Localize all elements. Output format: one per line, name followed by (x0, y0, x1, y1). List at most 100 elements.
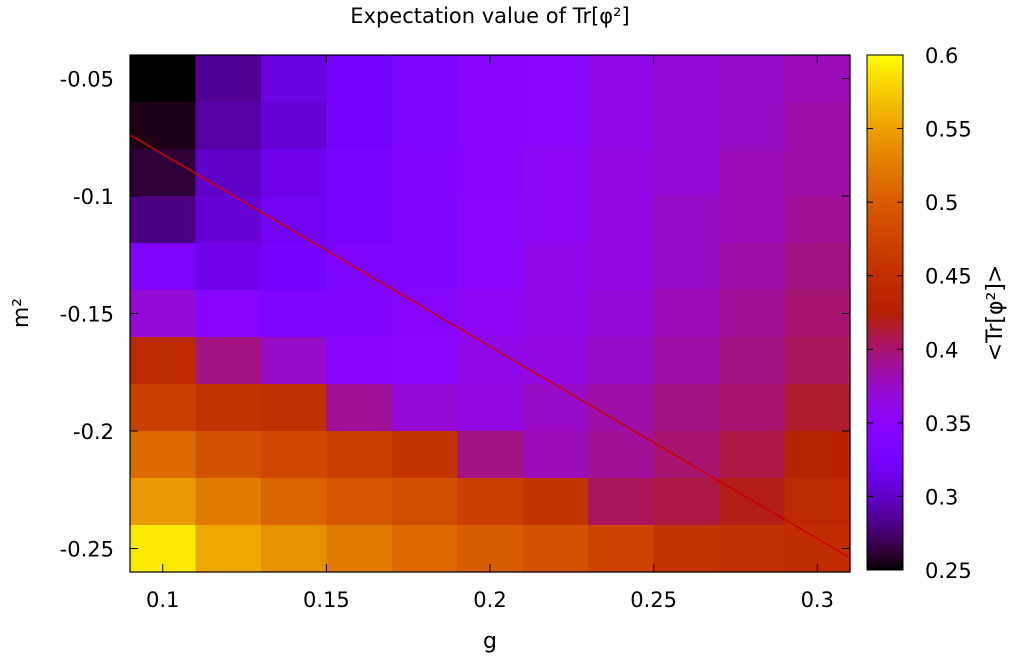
heatmap-cell (457, 337, 524, 385)
x-tick-label: 0.2 (473, 588, 506, 612)
heatmap-cell (326, 525, 393, 573)
heatmap-cell (719, 478, 786, 526)
colorbar-tick-label: 0.6 (925, 44, 958, 68)
y-axis-ticks: -0.05 -0.1 -0.15 -0.2 -0.25 (60, 68, 850, 562)
heatmap-cell (326, 337, 393, 385)
heatmap-cell (391, 525, 458, 573)
heatmap-cell (784, 431, 851, 479)
heatmap-cell (588, 55, 655, 103)
heatmap-cell (719, 525, 786, 573)
heatmap-cell (326, 478, 393, 526)
heatmap-cell (784, 478, 851, 526)
x-axis-ticks: 0.1 0.15 0.2 0.25 0.3 (146, 55, 834, 612)
heatmap-cell (653, 525, 720, 573)
colorbar-tick-label: 0.3 (925, 485, 958, 509)
colorbar-tick-label: 0.45 (925, 265, 972, 289)
heatmap-cell (719, 243, 786, 291)
heatmap-cell (457, 196, 524, 244)
heatmap-cell (719, 337, 786, 385)
heatmap-cell (391, 290, 458, 338)
heatmap-cell (195, 478, 262, 526)
heatmap-cell (391, 149, 458, 197)
heatmap-cell (326, 149, 393, 197)
heatmap-cell (260, 196, 327, 244)
heatmap-cell (260, 55, 327, 103)
heatmap-cell (719, 55, 786, 103)
heatmap-cell (719, 102, 786, 150)
heatmap-cell (195, 149, 262, 197)
heatmap-cell (457, 102, 524, 150)
colorbar-tick-label: 0.5 (925, 191, 958, 215)
heatmap-cell (195, 243, 262, 291)
heatmap-cell (653, 196, 720, 244)
y-tick-label: -0.05 (60, 68, 114, 92)
heatmap-cell (260, 384, 327, 432)
heatmap-cell (522, 290, 589, 338)
y-tick-label: -0.1 (73, 185, 114, 209)
heatmap-cell (195, 55, 262, 103)
heatmap-cell (391, 243, 458, 291)
heatmap-cell (784, 290, 851, 338)
heatmap-cell (457, 243, 524, 291)
heatmap-cell (326, 102, 393, 150)
heatmap-cell (588, 149, 655, 197)
heatmap-cell (522, 55, 589, 103)
y-tick-label: -0.2 (73, 420, 114, 444)
heatmap-cell (784, 196, 851, 244)
heatmap-cell (522, 525, 589, 573)
fit-line-layer (130, 134, 850, 559)
heatmap-cell (130, 431, 197, 479)
heatmap-cell (391, 196, 458, 244)
heatmap-cell (588, 384, 655, 432)
colorbar (866, 54, 904, 571)
heatmap-cell (326, 384, 393, 432)
heatmap-cell (130, 478, 197, 526)
heatmap-cell (326, 196, 393, 244)
heatmap-cell (391, 384, 458, 432)
heatmap-cell (195, 525, 262, 573)
heatmap-cell (719, 384, 786, 432)
heatmap-cell (653, 243, 720, 291)
heatmap-cell (457, 384, 524, 432)
heatmap-cell (522, 478, 589, 526)
heatmap-cell (260, 149, 327, 197)
colorbar-tick-label: 0.35 (925, 412, 972, 436)
y-tick-label: -0.15 (60, 303, 114, 327)
heatmap-cell (195, 290, 262, 338)
heatmap-cell (522, 384, 589, 432)
colorbar-tick-label: 0.4 (925, 338, 958, 362)
x-tick-label: 0.25 (630, 588, 677, 612)
heatmap-cell (130, 196, 197, 244)
x-tick-label: 0.3 (801, 588, 834, 612)
heatmap-cell (588, 525, 655, 573)
heatmap-cell (130, 337, 197, 385)
colorbar-ticks: 0.25 0.3 0.35 0.4 0.45 0.5 0.55 0.6 (867, 44, 972, 583)
y-tick-label: -0.25 (60, 538, 114, 562)
heatmap-cell (653, 55, 720, 103)
heatmap-cell (719, 196, 786, 244)
heatmap-cell (784, 384, 851, 432)
heatmap-cell (588, 431, 655, 479)
heatmap-cell (391, 337, 458, 385)
heatmap-cell (130, 384, 197, 432)
heatmap-cell (195, 384, 262, 432)
heatmap-cell (130, 102, 197, 150)
heatmap-cell (653, 431, 720, 479)
heatmap-cell (260, 243, 327, 291)
heatmap-cell (130, 243, 197, 291)
heatmap-cell (588, 196, 655, 244)
heatmap-cell (653, 337, 720, 385)
y-axis-label: m² (9, 298, 34, 328)
heatmap-cell (522, 337, 589, 385)
heatmap-cell (653, 384, 720, 432)
heatmap-cell (719, 149, 786, 197)
heatmap-cell (784, 337, 851, 385)
heatmap-cell (719, 431, 786, 479)
heatmap-cell (326, 55, 393, 103)
heatmap-cell (260, 337, 327, 385)
heatmap-cell (653, 102, 720, 150)
heatmap-cell (195, 431, 262, 479)
heatmap-cell (588, 243, 655, 291)
colorbar-tick-label: 0.55 (925, 118, 972, 142)
heatmap-cell (260, 478, 327, 526)
